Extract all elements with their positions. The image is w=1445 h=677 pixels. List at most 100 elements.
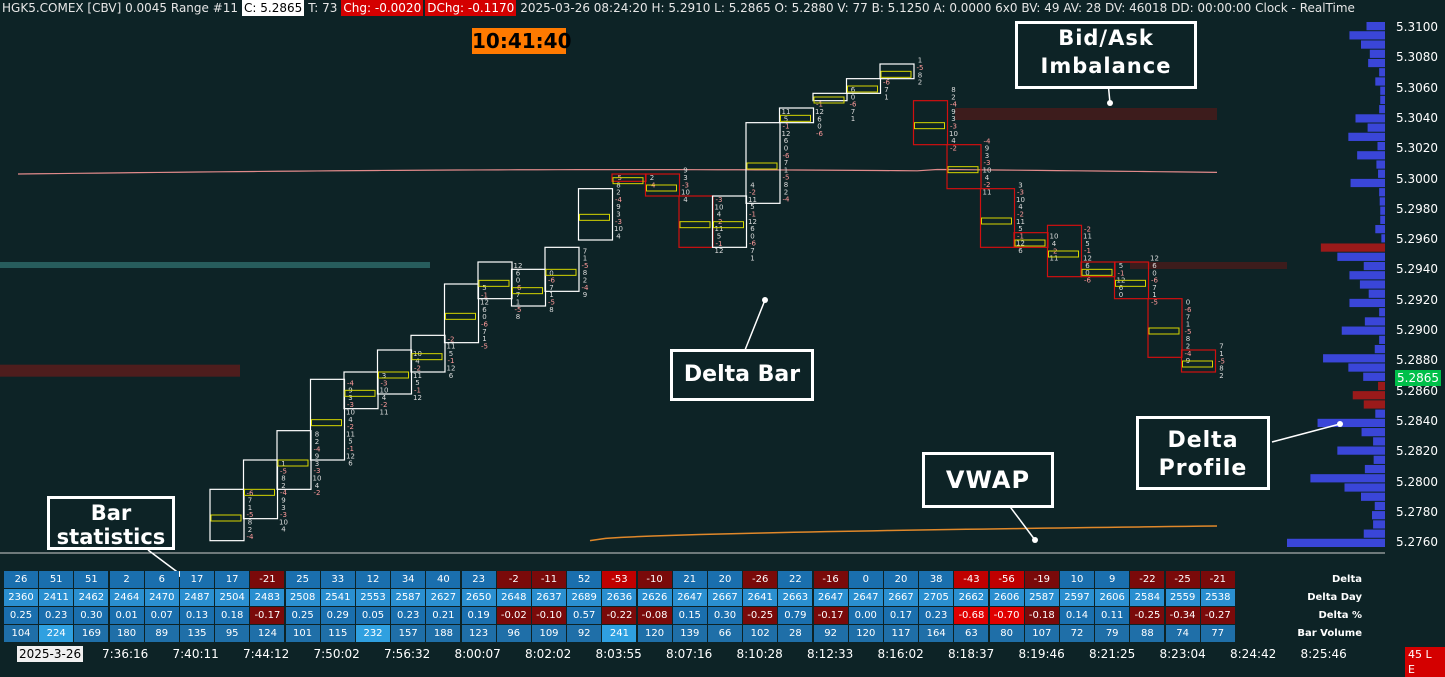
footprint-cell-value: 12 — [715, 247, 724, 255]
delta-profile-bar — [1357, 151, 1385, 160]
delta-profile-bar — [1317, 418, 1385, 428]
stats-cell: 139 — [672, 625, 707, 642]
footprint-bar-body — [309, 378, 346, 461]
delta-profile-bar — [1361, 492, 1385, 501]
stats-cell: 232 — [356, 625, 390, 642]
delta-bar-marker — [311, 419, 342, 427]
stats-cell: 101 — [285, 625, 320, 642]
footprint-cell-value: 8 — [1219, 365, 1223, 373]
footprint-cell-value: 2 — [248, 526, 252, 534]
delta-profile-bar — [1363, 261, 1385, 271]
footprint-cell-value: 2 — [616, 189, 620, 197]
footprint-cell-value: -2 — [314, 489, 321, 497]
delta-profile-bar — [1374, 501, 1385, 511]
date-label: 2025-3-26 — [17, 646, 84, 662]
footprint-bar-body — [1147, 298, 1183, 358]
stats-cell: 164 — [919, 625, 954, 642]
delta-profile-bar — [1380, 215, 1385, 225]
delta-profile-bar — [1377, 141, 1385, 151]
footprint-cell-value: 11 — [413, 372, 422, 380]
delta-bar-marker — [679, 221, 711, 229]
callout-pointer-dot — [1032, 537, 1038, 543]
footprint-cell-value: -6 — [247, 489, 255, 497]
symbol-label: HGK5.COMEX [CBV] 0.0045 Range #11 — [2, 1, 239, 15]
delta-profile-bar — [1287, 538, 1385, 547]
price-tick-label: 5.2960 — [1396, 232, 1438, 247]
footprint-cell-value: 0 — [750, 232, 754, 240]
delta-profile-bar — [1361, 40, 1385, 49]
delta-profile-bar — [1378, 381, 1385, 391]
footprint-cell-value: -6 — [548, 277, 556, 285]
delta-profile-bar — [1373, 437, 1385, 446]
footprint-cell-value: -3 — [984, 159, 991, 167]
stats-cell: 22 — [778, 571, 813, 588]
stats-cell: -0.70 — [989, 607, 1024, 624]
callout-vwap: VWAP — [922, 452, 1054, 508]
stats-cell: 51 — [39, 571, 74, 588]
footprint-cell-value: -1 — [716, 240, 723, 248]
footprint-cell-value: 2 — [918, 79, 922, 87]
delta-profile-bar — [1363, 372, 1385, 381]
footprint-cell-value: 4 — [683, 196, 688, 204]
footprint-cell-value: 11 — [782, 108, 791, 116]
footprint-cell-value: 5 — [784, 115, 788, 123]
delta-bar-marker — [478, 279, 510, 287]
delta-profile-bar — [1352, 391, 1385, 400]
delta-profile-bar — [1359, 280, 1385, 289]
footprint-cell-value: 7 — [549, 284, 553, 292]
footprint-cell-value: 11 — [346, 430, 355, 438]
delta-profile-bar — [1337, 446, 1385, 455]
stats-cell: -0.27 — [1200, 607, 1235, 624]
delta-profile-bar — [1361, 428, 1385, 437]
delta-bar-marker — [981, 217, 1012, 225]
stats-cell: 2508 — [285, 589, 320, 606]
stats-cell: 92 — [567, 625, 602, 642]
stats-cell: 0.79 — [778, 607, 813, 624]
footprint-cell-value: 4 — [382, 394, 387, 402]
footprint-cell-value: 4 — [616, 232, 621, 240]
stats-cell: 0.07 — [144, 607, 179, 624]
time-tick-label: 7:50:02 — [313, 647, 360, 661]
footprint-cell-value: 10 — [949, 130, 958, 138]
stats-cell: 17 — [180, 571, 214, 588]
footprint-cell-value: 10 — [380, 387, 389, 395]
footprint-cell-value: 6 — [1085, 262, 1090, 270]
stats-cell: 224 — [39, 625, 74, 642]
delta-bar-marker — [411, 353, 443, 361]
footprint-cell-value: 11 — [1083, 233, 1092, 241]
footprint-cell-value: 8 — [918, 71, 922, 79]
delta-bar-marker — [445, 312, 476, 320]
delta-profile-bar — [1364, 464, 1385, 474]
stats-cell: -19 — [1024, 571, 1059, 588]
stats-cell: 21 — [672, 571, 707, 588]
footprint-cell-value: 1 — [549, 291, 553, 299]
delta-profile-bar — [1380, 206, 1385, 215]
footprint-cell-value: 6 — [1152, 262, 1157, 270]
footprint-cell-value: 7 — [851, 108, 855, 116]
footprint-cell-value: 7 — [482, 328, 486, 336]
stats-cell: 2636 — [602, 589, 637, 606]
stats-cell: 20 — [708, 571, 742, 588]
delta-profile-bar — [1379, 188, 1385, 197]
footprint-bar-body — [1180, 349, 1217, 373]
footprint-cell-value: -1 — [783, 123, 790, 131]
stats-cell: -10 — [637, 571, 672, 588]
delta-bar-marker — [713, 221, 744, 229]
footprint-cell-value: 0 — [1119, 291, 1123, 299]
footprint-cell-value: 12 — [748, 218, 757, 226]
footprint-chart[interactable]: -671-582-41-582-493-310482-493-3104-2-49… — [0, 0, 1445, 663]
delta-profile-bar — [1337, 252, 1385, 261]
footprint-cell-value: 1 — [516, 299, 520, 307]
time-tick-label: 8:19:46 — [1018, 647, 1065, 661]
footprint-cell-value: -5 — [783, 174, 790, 182]
time-tick-label: 8:02:02 — [525, 647, 572, 661]
footprint-cell-value: 9 — [281, 497, 285, 505]
footprint-cell-value: 5 — [1119, 262, 1123, 270]
footprint-bar-body — [644, 173, 681, 197]
delta-profile-bar — [1375, 409, 1385, 418]
footprint-cell-value: 7 — [583, 247, 587, 255]
stats-cell: 6 — [144, 571, 179, 588]
footprint-cell-value: -3 — [381, 379, 388, 387]
footprint-cell-value: 3 — [382, 372, 386, 380]
delta-profile-bar — [1363, 400, 1385, 409]
